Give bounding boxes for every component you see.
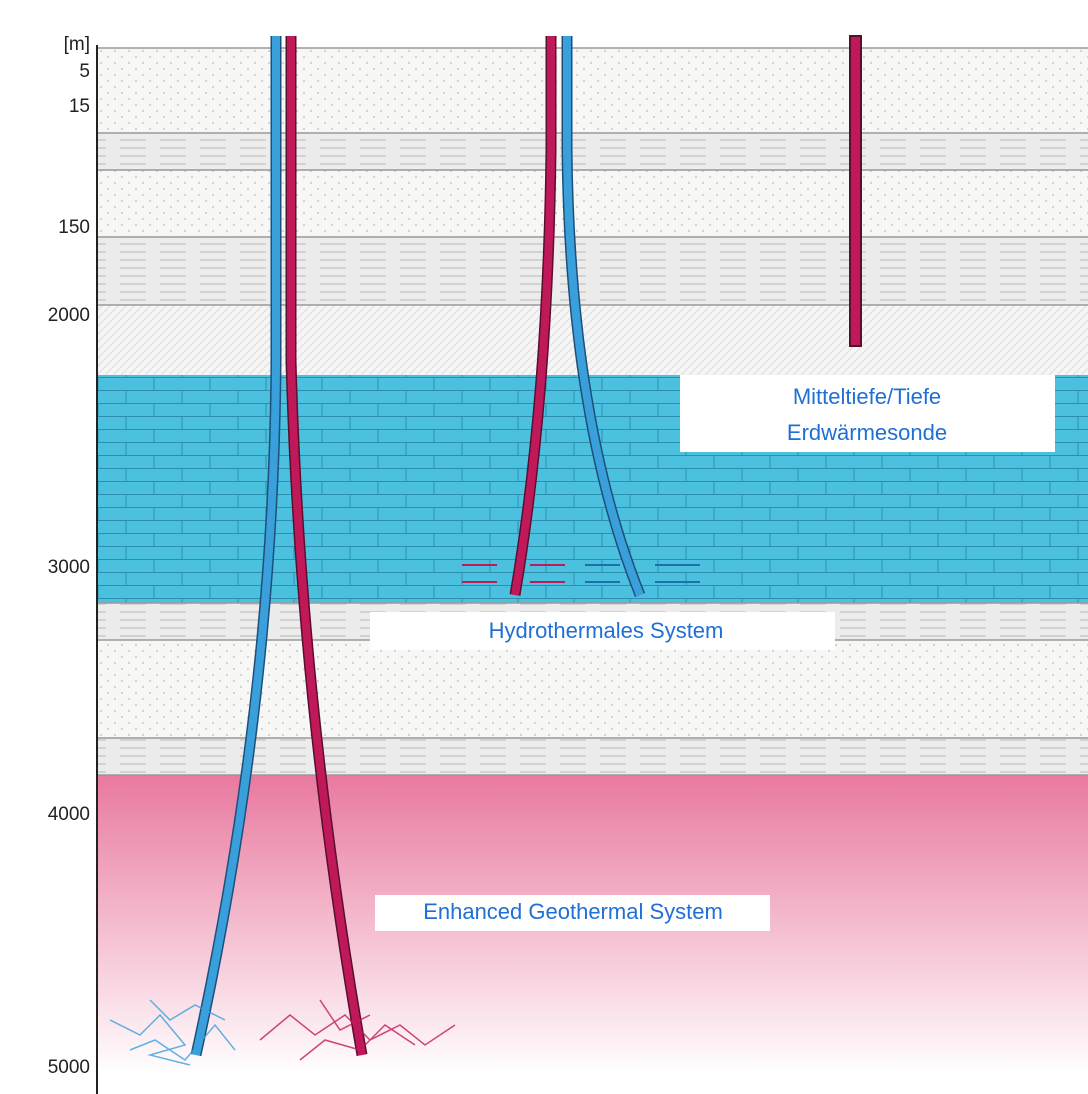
egs-label: Enhanced Geothermal System xyxy=(423,899,723,924)
deep-probe xyxy=(849,35,862,347)
hydro-wells xyxy=(462,36,700,598)
hydrothermal-label: Hydrothermales System xyxy=(489,618,724,643)
label-box xyxy=(375,895,770,931)
depth-unit: [m] xyxy=(64,34,90,55)
strata xyxy=(97,47,1088,1075)
depth-label: 15 xyxy=(69,96,90,117)
egs-wells xyxy=(109,36,456,1066)
deep-probe-label: Mitteltiefe/Tiefe xyxy=(793,384,941,409)
label-box xyxy=(680,375,1055,452)
depth-label: 5000 xyxy=(48,1057,90,1078)
depth-label: 4000 xyxy=(48,804,90,825)
depth-label: 2000 xyxy=(48,305,90,326)
depth-label: 3000 xyxy=(48,557,90,578)
label-box xyxy=(370,612,835,650)
depth-label: 5 xyxy=(79,61,90,82)
deep-probe-label: Erdwärmesonde xyxy=(787,420,947,445)
depth-label: 150 xyxy=(58,217,90,238)
depth-axis: [m] 5 15 150 2000 3000 4000 5000 xyxy=(48,34,98,1094)
